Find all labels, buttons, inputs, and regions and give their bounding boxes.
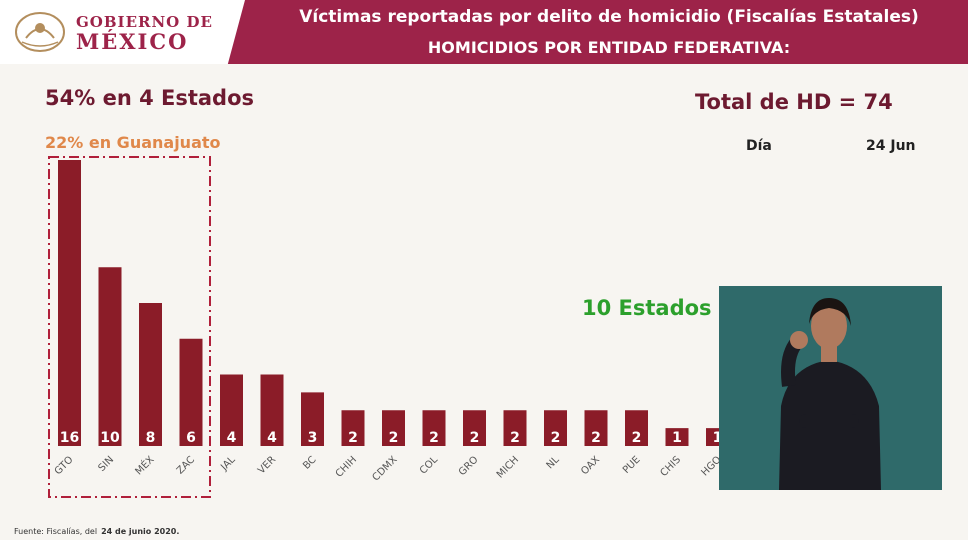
value-label-chis: 1 xyxy=(672,430,682,446)
page-subtitle: HOMICIDIOS POR ENTIDAD FEDERATIVA: xyxy=(427,38,791,57)
tick-label-pue: PUE xyxy=(621,454,643,476)
tick-label-bc: BC xyxy=(301,454,318,471)
top4-highlight-box xyxy=(48,156,211,498)
page-title: Víctimas reportadas por delito de homici… xyxy=(299,7,919,27)
bar-sin xyxy=(98,267,122,446)
tick-label-col: COL xyxy=(418,454,441,477)
eagle-seal-icon xyxy=(15,12,65,52)
day-value: 24 Jun xyxy=(866,138,916,154)
tick-label-ver: VER xyxy=(256,454,278,476)
bar-jal xyxy=(220,374,243,446)
bar-gro xyxy=(463,410,486,446)
day-label: Día xyxy=(746,138,772,154)
gov-logo-panel: GOBIERNO DE MÉXICO xyxy=(0,0,245,64)
bar-oax xyxy=(584,410,608,446)
value-label-jal: 4 xyxy=(227,430,237,446)
value-label-oax: 2 xyxy=(591,430,601,446)
bar-gto xyxy=(58,160,81,446)
gov-line1: GOBIERNO DE xyxy=(76,13,213,31)
tick-label-zac: ZAC xyxy=(175,454,197,476)
bar-bc xyxy=(301,392,324,446)
footer-date: 24 de junio 2020. xyxy=(101,527,180,536)
value-label-hgo: 1 xyxy=(713,430,723,446)
bar-nl xyxy=(544,410,567,446)
bar-méx xyxy=(139,303,162,446)
tick-label-oax: OAX xyxy=(579,454,602,477)
value-label-bc: 3 xyxy=(308,430,318,446)
interpreter-figure-icon xyxy=(719,286,942,490)
value-label-méx: 8 xyxy=(146,430,156,446)
value-label-gro: 2 xyxy=(470,430,480,446)
value-label-sin: 10 xyxy=(100,430,120,446)
value-label-zac: 6 xyxy=(186,430,196,446)
tick-label-méx: MÉX xyxy=(132,453,157,478)
tick-label-cdmx: CDMX xyxy=(371,454,400,483)
top4-annotation: 54% en 4 Estados xyxy=(45,86,255,110)
bar-zac xyxy=(179,338,203,446)
bar-pue xyxy=(625,410,648,446)
footer-source-text: Fuente: Fiscalías, del xyxy=(14,527,98,536)
tick-label-chih: CHIH xyxy=(334,454,359,479)
tick-label-gto: GTO xyxy=(53,454,76,477)
bar-ver xyxy=(260,374,284,446)
guanajuato-annotation: 22% en Guanajuato xyxy=(45,133,221,152)
value-label-mich: 2 xyxy=(510,430,520,446)
header-bar: GOBIERNO DE MÉXICO Víctimas reportadas p… xyxy=(0,0,968,64)
value-label-pue: 2 xyxy=(632,430,642,446)
bar-chis xyxy=(665,428,689,446)
tick-label-gro: GRO xyxy=(457,454,481,478)
tick-label-mich: MICH xyxy=(495,454,521,480)
value-label-cdmx: 2 xyxy=(389,430,399,446)
bar-chih xyxy=(341,410,365,446)
value-label-col: 2 xyxy=(429,430,439,446)
value-label-nl: 2 xyxy=(551,430,561,446)
bar-cdmx xyxy=(382,410,405,446)
ten-states-annotation: 10 Estados xyxy=(582,296,712,320)
tick-label-chis: CHIS xyxy=(659,454,684,479)
tick-label-jal: JAL xyxy=(218,454,238,474)
value-label-gto: 16 xyxy=(60,430,79,446)
sign-language-interpreter-video xyxy=(719,286,942,490)
total-annotation: Total de HD = 74 xyxy=(695,90,893,114)
tick-label-sin: SIN xyxy=(96,454,116,474)
bar-mich xyxy=(503,410,527,446)
footer-source: Fuente: Fiscalías, del 24 de junio 2020. xyxy=(14,527,179,536)
gov-line2: MÉXICO xyxy=(76,29,189,54)
tick-label-nl: NL xyxy=(545,454,562,471)
bar-col xyxy=(422,410,446,446)
value-label-chih: 2 xyxy=(348,430,358,446)
value-label-ver: 4 xyxy=(267,430,277,446)
homicides-bar-chart: 16 GTO 10 SIN 8 MÉX 6 ZAC 4 JAL 4 VER 3 BC 2 CHIH 2 CDMX 2… xyxy=(48,156,729,498)
